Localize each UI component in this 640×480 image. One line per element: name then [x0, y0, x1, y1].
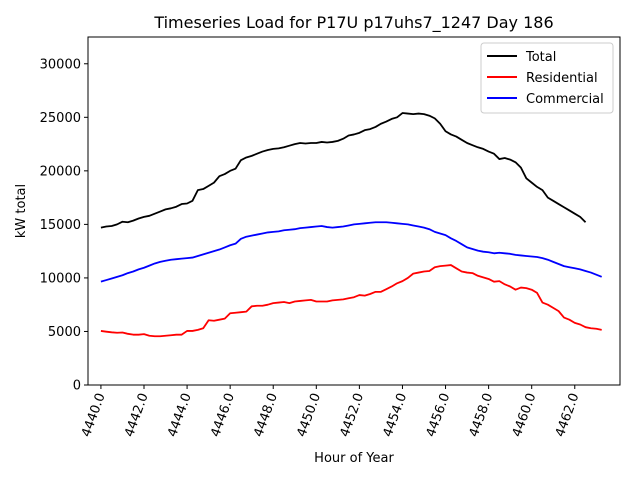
x-tick-label: 4460.0	[510, 391, 540, 439]
x-tick-label: 4444.0	[165, 391, 195, 439]
plot-frame	[87, 36, 621, 386]
series-layer	[100, 112, 603, 338]
x-tick-label: 4440.0	[79, 391, 109, 439]
y-tick-label: 10000	[40, 271, 81, 286]
legend-label-commercial: Commercial	[526, 92, 604, 107]
series-line-residential	[100, 264, 602, 338]
legend-label-total: Total	[525, 50, 556, 65]
x-tick-label: 4442.0	[122, 391, 152, 439]
legend-box	[480, 42, 614, 114]
y-tick-label: 30000	[40, 57, 81, 72]
x-axis-ticks: 4440.0 4442.0 4444.0 4446.0 4448.0 4450.0 4452…	[79, 385, 583, 439]
x-tick-label: 4456.0	[424, 391, 454, 439]
x-tick-label: 4458.0	[467, 391, 497, 439]
y-tick-label: 25000	[40, 111, 81, 126]
x-tick-label: 4452.0	[337, 391, 367, 439]
chart-title: Timeseries Load for P17U p17uhs7_1247 Da…	[153, 13, 553, 33]
x-tick-label: 4446.0	[208, 391, 238, 439]
legend-label-residential: Residential	[526, 71, 598, 86]
y-tick-label: 0	[73, 379, 81, 394]
y-axis-label: kW total	[14, 184, 29, 238]
x-tick-label: 4448.0	[251, 391, 281, 439]
x-tick-label: 4462.0	[553, 391, 583, 439]
x-axis-label: Hour of Year	[314, 451, 394, 466]
y-axis-ticks: 0 5000 10000 15000 20000 25000 30000	[40, 57, 88, 394]
legend: Total Residential Commercial	[480, 42, 614, 114]
y-tick-label: 15000	[40, 218, 81, 233]
y-tick-label: 20000	[40, 164, 81, 179]
series-line-total	[100, 112, 587, 229]
series-line-commercial	[100, 221, 603, 283]
x-tick-label: 4450.0	[294, 391, 324, 439]
x-tick-label: 4454.0	[381, 391, 411, 439]
y-tick-label: 5000	[48, 325, 81, 340]
